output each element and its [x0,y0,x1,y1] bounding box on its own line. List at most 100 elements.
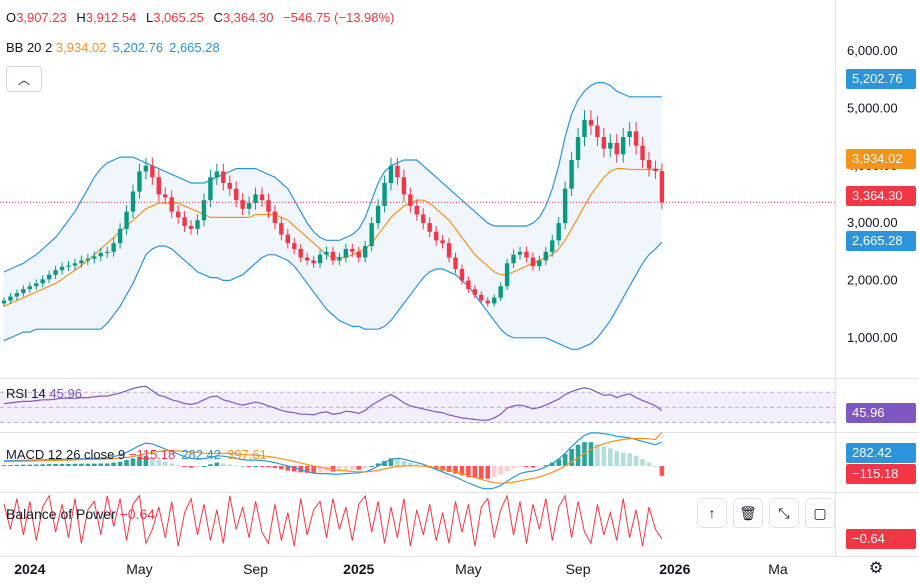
macd-hist-bar [453,466,458,474]
macd-hist-bar [85,463,91,466]
chevron-up-icon: ︿ [17,72,30,87]
candle [395,165,400,178]
candle [485,300,490,304]
macd-hist-bar [266,466,271,468]
macd-hist-bar [72,463,78,466]
candle [311,260,316,264]
bop-line [3,494,663,547]
candle [105,251,110,253]
macd-hist-bar [479,466,484,479]
candle [479,294,484,301]
macd-hist-bar [620,452,626,466]
macd-hist-bar [259,466,265,467]
macd-hist-bar [556,459,561,466]
macd-legend[interactable]: MACD 12 26 close 9 −115.18 282.42 397.61 [6,447,267,462]
candle [98,252,103,257]
candle [582,119,587,138]
candle [562,188,568,224]
macd-hist-bar [195,466,200,468]
candle [234,188,239,201]
bop-price-box: −0.64 [846,529,916,549]
macd-hist-bar [362,466,368,469]
macd-hist-bar [595,443,600,466]
bb-upper-line [3,82,662,273]
delete-pane-button[interactable]: 🗑 [733,498,763,528]
candle [72,263,78,266]
bop-label: Balance of Power [6,506,116,522]
bb-legend[interactable]: BB 20 2 3,934.02 5,202.76 2,665.28 [6,40,226,55]
candle [53,270,58,275]
macd-hist-bar [79,463,84,466]
candle [453,257,458,270]
macd-hist-bar [588,442,594,466]
macd-hist-bar [569,449,574,466]
candle [504,263,510,287]
candle [240,200,245,209]
candle [1,300,7,304]
bb-basis-price-box: 3,934.02 [846,149,916,169]
candle [79,260,84,264]
pane-toolbar: ↑ 🗑 ⤡ ▢ [697,498,835,528]
candle [201,200,207,221]
candle [272,211,278,224]
candle [85,258,91,261]
macd-hist-bar [285,466,291,471]
high-label: H [76,10,86,25]
bb-upper-value: 5,202.76 [112,40,164,55]
macd-hist-bar [472,466,478,478]
macd-hist-bar [575,444,581,466]
macd-hist-bar [130,458,136,466]
candle [595,125,600,138]
macd-price-box: 282.42 [846,443,916,463]
macd-hist-bar [491,466,497,478]
candle [117,228,123,244]
rsi-value: 45.96 [49,386,82,401]
macd-hist-bar [511,466,516,469]
candle [330,251,336,261]
candle [646,160,652,169]
collapse-pane-button[interactable]: ⤡ [769,498,799,528]
candle [653,168,658,172]
rsi-label: RSI 14 [6,386,46,401]
candle [517,251,523,255]
candle [34,283,39,287]
macd-hist-bar [59,463,65,466]
macd-hist-bar [414,464,420,466]
bb-fill [4,82,662,350]
low-value: 3,065.25 [153,10,204,25]
macd-hist-bar [524,466,529,467]
candle [182,217,187,226]
macd-hist-bar [382,460,387,466]
macd-hist-bar [66,463,71,466]
macd-hist-bar [182,466,187,467]
candle [40,279,45,284]
rsi-line [3,385,663,421]
macd-hist-bar [330,466,336,472]
macd-hist-bar [543,465,549,467]
x-tick-label: May [126,561,152,577]
bb-lower-value: 2,665.28 [169,40,220,55]
maximize-pane-button[interactable]: ▢ [805,498,835,528]
candle [214,171,220,178]
candle [8,296,13,301]
macd-hist-bar [459,466,465,476]
candle [266,200,271,212]
macd-signal-value: 397.61 [227,447,267,462]
candle [621,137,626,155]
x-tick-label: May [455,561,481,577]
settings-button[interactable]: ⚙ [866,558,886,578]
maximize-icon: ▢ [813,504,827,521]
rsi-legend[interactable]: RSI 14 45.96 [6,386,82,401]
candle [337,257,342,261]
candle [21,289,26,294]
candle [195,220,200,229]
move-pane-up-button[interactable]: ↑ [697,498,727,528]
y-tick-label: 2,000.00 [847,272,898,287]
arrow-up-icon: ↑ [708,505,716,521]
candle [246,203,252,209]
candle [150,165,155,178]
macd-hist-bar [221,463,226,466]
bop-legend[interactable]: Balance of Power −0.64 [6,506,155,522]
collapse-legend-button[interactable]: ︿ [6,66,42,92]
